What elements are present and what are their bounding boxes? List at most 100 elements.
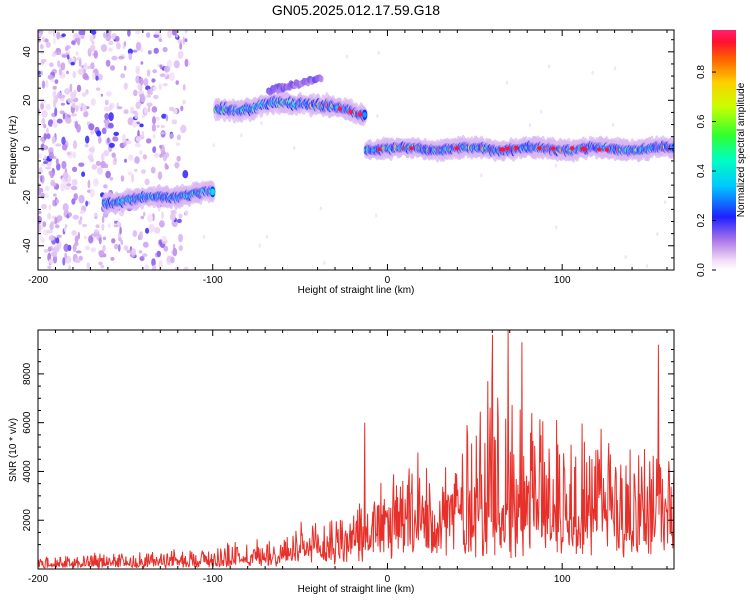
noise-speckle: [104, 113, 110, 120]
noise-speckle: [144, 106, 147, 115]
x-tick-label: 0: [385, 574, 391, 585]
noise-speckle: [71, 57, 75, 62]
track-peak: [505, 146, 510, 151]
noise-speckle: [45, 79, 49, 88]
noise-speckle: [142, 241, 149, 248]
noise-speckle: [46, 229, 53, 234]
noise-speckle: [60, 62, 66, 71]
noise-speckle: [108, 47, 113, 52]
noise-speckle: [120, 175, 125, 182]
noise-speckle: [176, 155, 181, 162]
x-tick-label: 100: [554, 574, 571, 585]
noise-speckle: [90, 30, 97, 35]
noise-speckle: [133, 89, 138, 97]
noise-speckle: [123, 65, 127, 71]
chart-title: GN05.2025.012.17.59.G18: [272, 2, 440, 18]
noise-speckle: [123, 245, 129, 251]
colorbar-tick-label: 0.0: [696, 263, 707, 277]
noise-speckle: [88, 123, 95, 131]
noise-speckle: [46, 127, 49, 134]
noise-speckle: [103, 149, 110, 157]
noise-speckle: [52, 85, 57, 90]
noise-speckle: [135, 65, 140, 75]
colorbar-tick-label: 0.2: [696, 213, 707, 227]
noise-speckle: [182, 170, 189, 179]
noise-speckle: [59, 110, 65, 115]
track-core: [362, 112, 367, 118]
noise-speckle: [39, 44, 44, 50]
noise-speckle: [176, 134, 181, 141]
noise-speckle: [101, 153, 105, 162]
noise-speckle: [62, 203, 69, 212]
noise-speckle: [114, 243, 119, 250]
noise-speckle: [48, 235, 55, 241]
noise-speckle: [611, 122, 615, 127]
colorbar-gradient: [712, 30, 736, 270]
noise-speckle: [55, 237, 60, 244]
noise-speckle: [163, 245, 169, 252]
noise-speckle: [93, 50, 99, 59]
noise-speckle: [51, 215, 56, 219]
noise-speckle: [105, 59, 111, 67]
noise-speckle: [45, 41, 51, 48]
noise-speckle: [135, 41, 142, 51]
noise-speckle: [56, 118, 63, 124]
colorbar-tick-label: 0.4: [696, 164, 707, 178]
y-tick-label: -40: [22, 238, 33, 253]
noise-speckle: [540, 109, 543, 114]
noise-speckle: [89, 188, 95, 198]
noise-speckle: [160, 131, 165, 135]
noise-speckle: [163, 65, 171, 73]
noise-speckle: [38, 215, 42, 225]
noise-speckle: [180, 105, 184, 112]
noise-speckle: [110, 257, 115, 261]
noise-speckle: [85, 135, 90, 144]
noise-speckle: [81, 171, 86, 177]
noise-speckle: [72, 140, 78, 150]
noise-speckle: [67, 244, 72, 252]
noise-speckle: [164, 162, 168, 170]
spectrogram-y-ticks: 40 20 0 -20 -40: [22, 39, 674, 271]
noise-speckle: [135, 142, 141, 148]
noise-speckle: [72, 214, 79, 220]
track-peak: [537, 146, 542, 151]
noise-speckle: [71, 102, 76, 108]
noise-speckle: [44, 185, 50, 192]
noise-speckle: [60, 183, 65, 192]
x-tick-label: -200: [28, 275, 48, 286]
noise-speckle: [153, 152, 160, 158]
snr-y-axis-label: SNR (10 * v/v): [8, 418, 19, 482]
noise-speckle: [104, 99, 109, 106]
noise-speckle: [178, 213, 183, 219]
noise-speckle: [42, 221, 47, 228]
noise-speckle: [144, 178, 150, 186]
noise-speckle: [152, 264, 157, 270]
noise-speckle: [165, 114, 169, 122]
noise-speckle: [50, 179, 56, 187]
noise-speckle: [100, 264, 105, 269]
noise-speckle: [87, 154, 94, 161]
noise-speckle: [65, 117, 72, 124]
noise-speckle: [151, 258, 156, 267]
noise-speckle: [187, 61, 191, 66]
noise-speckle: [147, 213, 154, 223]
noise-speckle: [118, 244, 121, 252]
noise-speckle: [74, 121, 79, 129]
noise-speckle: [174, 162, 180, 169]
noise-speckle: [147, 50, 152, 55]
noise-speckle: [174, 221, 178, 228]
x-tick-label: 100: [554, 275, 571, 286]
noise-speckle: [43, 155, 47, 160]
noise-speckle: [55, 143, 62, 147]
noise-speckle: [79, 210, 85, 215]
noise-speckle: [38, 154, 42, 159]
noise-speckle: [131, 173, 135, 183]
y-tick-label: 8000: [22, 362, 33, 385]
noise-speckle: [97, 136, 102, 144]
noise-speckle: [122, 133, 126, 143]
noise-speckle: [127, 171, 133, 176]
noise-speckle: [38, 210, 42, 215]
noise-speckle: [548, 64, 551, 69]
noise-speckle: [71, 198, 76, 205]
